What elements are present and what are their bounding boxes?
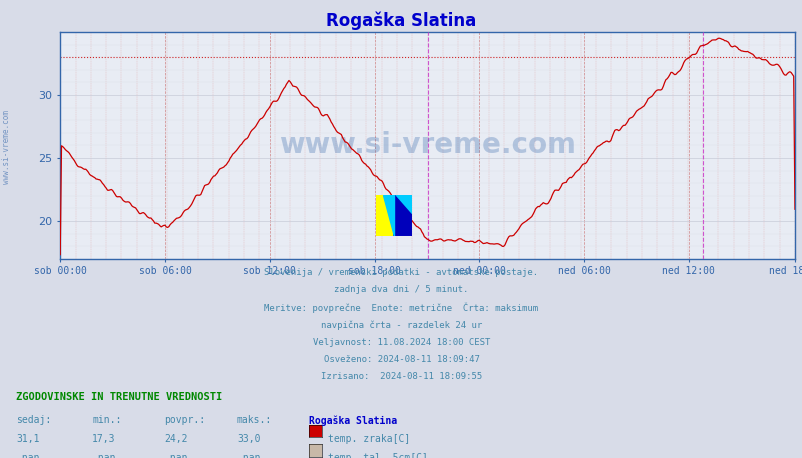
Text: temp. zraka[C]: temp. zraka[C] xyxy=(328,434,410,444)
Text: 33,0: 33,0 xyxy=(237,434,260,444)
Text: 17,3: 17,3 xyxy=(92,434,115,444)
Text: povpr.:: povpr.: xyxy=(164,415,205,425)
Text: 24,2: 24,2 xyxy=(164,434,188,444)
Polygon shape xyxy=(394,195,411,215)
Text: sedaj:: sedaj: xyxy=(16,415,51,425)
Polygon shape xyxy=(394,195,411,236)
Polygon shape xyxy=(383,195,394,236)
Text: Izrisano:  2024-08-11 18:09:55: Izrisano: 2024-08-11 18:09:55 xyxy=(321,372,481,382)
Text: zadnja dva dni / 5 minut.: zadnja dva dni / 5 minut. xyxy=(334,285,468,294)
Text: ZGODOVINSKE IN TRENUTNE VREDNOSTI: ZGODOVINSKE IN TRENUTNE VREDNOSTI xyxy=(16,392,222,402)
Text: temp. tal  5cm[C]: temp. tal 5cm[C] xyxy=(328,453,427,458)
Text: -nan: -nan xyxy=(92,453,115,458)
Text: maks.:: maks.: xyxy=(237,415,272,425)
Text: www.si-vreme.com: www.si-vreme.com xyxy=(279,131,575,159)
Text: Rogaška Slatina: Rogaška Slatina xyxy=(309,415,397,426)
Text: min.:: min.: xyxy=(92,415,122,425)
Text: 31,1: 31,1 xyxy=(16,434,39,444)
Text: Rogaška Slatina: Rogaška Slatina xyxy=(326,11,476,30)
Text: Slovenija / vremenski podatki - avtomatske postaje.: Slovenija / vremenski podatki - avtomats… xyxy=(264,268,538,277)
Text: -nan: -nan xyxy=(164,453,188,458)
Text: Veljavnost: 11.08.2024 18:00 CEST: Veljavnost: 11.08.2024 18:00 CEST xyxy=(313,338,489,347)
Text: navpična črta - razdelek 24 ur: navpična črta - razdelek 24 ur xyxy=(321,320,481,330)
Text: -nan: -nan xyxy=(16,453,39,458)
Text: www.si-vreme.com: www.si-vreme.com xyxy=(2,109,11,184)
Text: -nan: -nan xyxy=(237,453,260,458)
Text: Meritve: povprečne  Enote: metrične  Črta: maksimum: Meritve: povprečne Enote: metrične Črta:… xyxy=(264,303,538,313)
Bar xyxy=(375,195,394,236)
Text: Osveženo: 2024-08-11 18:09:47: Osveženo: 2024-08-11 18:09:47 xyxy=(323,355,479,364)
